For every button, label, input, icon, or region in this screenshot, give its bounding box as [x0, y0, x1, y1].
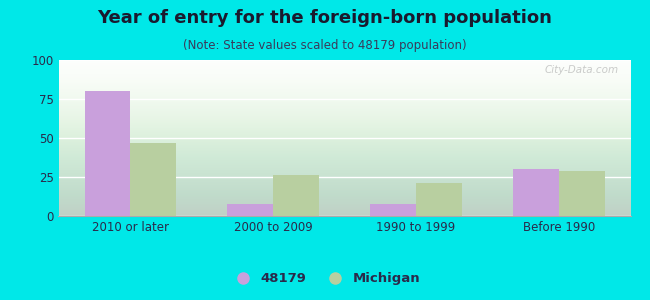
Text: (Note: State values scaled to 48179 population): (Note: State values scaled to 48179 popu… [183, 39, 467, 52]
Bar [130, 143, 176, 216]
Bar [513, 169, 559, 216]
Bar [84, 91, 130, 216]
Text: City-Data.com: City-Data.com [545, 65, 619, 75]
Bar [370, 203, 416, 216]
Legend: 48179, Michigan: 48179, Michigan [225, 267, 425, 290]
Bar [273, 176, 318, 216]
Bar [416, 183, 462, 216]
Bar [559, 171, 604, 216]
Bar [227, 203, 273, 216]
Text: Year of entry for the foreign-born population: Year of entry for the foreign-born popul… [98, 9, 552, 27]
